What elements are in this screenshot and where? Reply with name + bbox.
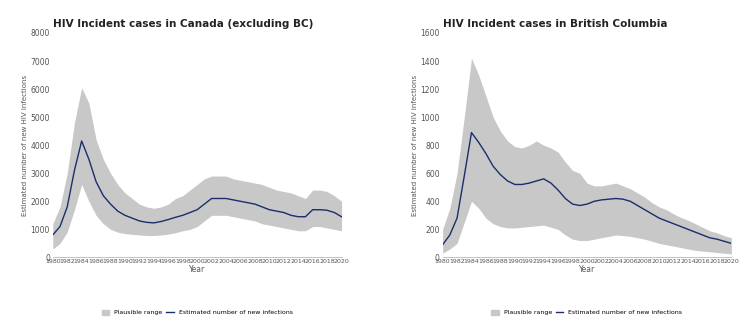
Legend: Plausible range, Estimated number of new infections: Plausible range, Estimated number of new…: [102, 310, 293, 315]
Legend: Plausible range, Estimated number of new infections: Plausible range, Estimated number of new…: [492, 310, 682, 315]
X-axis label: Year: Year: [579, 265, 595, 274]
Y-axis label: Estimated number of new HIV infections: Estimated number of new HIV infections: [412, 75, 418, 216]
X-axis label: Year: Year: [189, 265, 205, 274]
Text: HIV Incident cases in Canada (excluding BC): HIV Incident cases in Canada (excluding …: [53, 19, 313, 29]
Text: HIV Incident cases in British Columbia: HIV Incident cases in British Columbia: [443, 19, 667, 29]
Y-axis label: Estimated number of new HIV infections: Estimated number of new HIV infections: [22, 75, 28, 216]
